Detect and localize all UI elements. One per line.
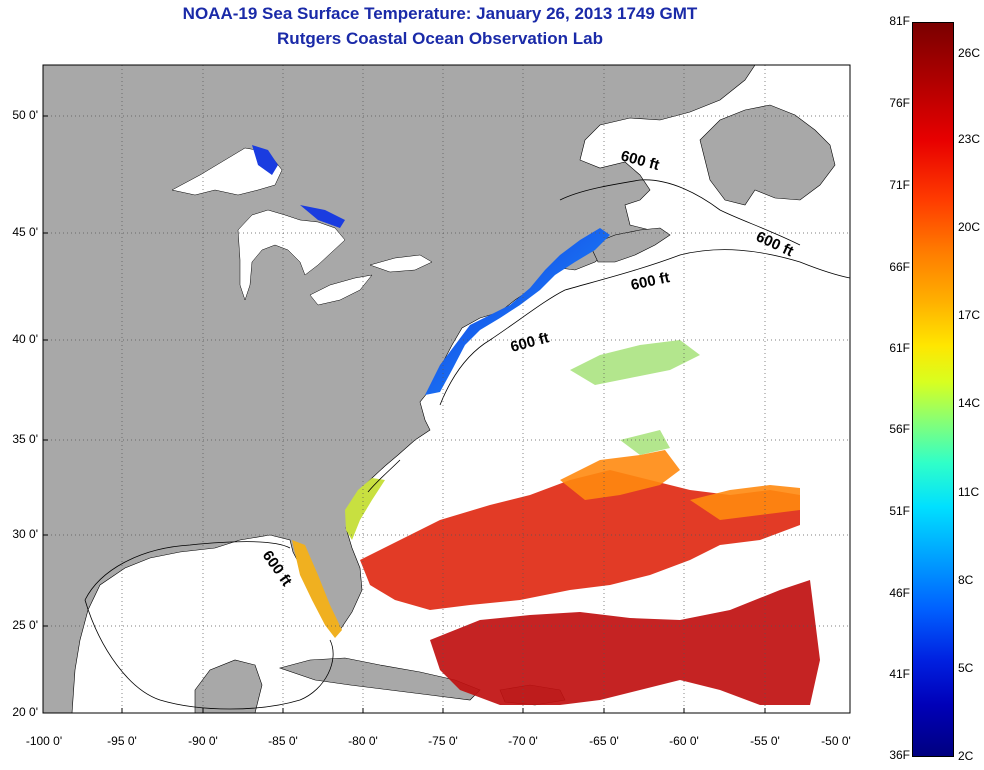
colorbar-f-label: 71F	[889, 178, 910, 192]
colorbar-f-label: 56F	[889, 422, 910, 436]
sst-cold-coastal	[425, 228, 610, 395]
colorbar-f-label: 81F	[889, 14, 910, 28]
colorbar-c-label: 2C	[958, 749, 974, 763]
lon-label: -85 0'	[268, 734, 298, 748]
lat-label: 30 0'	[12, 527, 38, 541]
lat-label: 25 0'	[12, 618, 38, 632]
lon-label: -70 0'	[508, 734, 538, 748]
colorbar-c-label: 14C	[958, 396, 981, 410]
sst-cold-gulf-st-lawrence	[252, 145, 345, 228]
colorbar-c-label: 5C	[958, 661, 974, 675]
colorbar-c-label: 11C	[958, 485, 980, 499]
colorbar-f-label: 66F	[889, 260, 910, 274]
map-border	[42, 64, 851, 714]
land-north-america	[43, 65, 756, 713]
colorbar-f-label: 51F	[889, 504, 910, 518]
isobath-lines	[84, 179, 850, 710]
temperature-colorbar	[912, 22, 954, 757]
axis-ticks	[43, 115, 766, 713]
colorbar-f-label: 46F	[889, 586, 910, 600]
colorbar-f-label: 61F	[889, 341, 910, 355]
lon-label: -100 0'	[25, 734, 63, 748]
lon-label: -55 0'	[750, 734, 780, 748]
lat-label: 40 0'	[12, 332, 38, 346]
lon-label: -75 0'	[428, 734, 458, 748]
sst-patchy-mid	[570, 340, 700, 455]
colorbar-c-label: 23C	[958, 132, 981, 146]
lon-label: -95 0'	[107, 734, 137, 748]
land-yucatan	[194, 659, 263, 713]
grid	[43, 65, 850, 713]
colorbar-f-label: 36F	[889, 748, 910, 762]
sst-warm-region	[360, 470, 800, 610]
lat-label: 20 0'	[12, 705, 38, 719]
sst-orange-band	[560, 450, 800, 520]
lat-label: 35 0'	[12, 432, 38, 446]
lon-label: -90 0'	[188, 734, 218, 748]
land-nova-scotia	[589, 227, 671, 263]
sst-florida-shelf	[292, 540, 342, 638]
colorbar-f-label: 41F	[889, 667, 910, 681]
land-newfoundland	[699, 104, 836, 206]
sst-carolina-shelf	[345, 478, 385, 540]
lat-label: 50 0'	[12, 108, 38, 122]
sst-south-warm	[430, 580, 820, 705]
lon-label: -80 0'	[348, 734, 378, 748]
colorbar-f-label: 76F	[889, 96, 910, 110]
colorbar-c-label: 8C	[958, 573, 974, 587]
colorbar-c-label: 17C	[958, 308, 981, 322]
lon-label: -50 0'	[821, 734, 851, 748]
lon-label: -60 0'	[669, 734, 699, 748]
lon-label: -65 0'	[589, 734, 619, 748]
lat-label: 45 0'	[12, 225, 38, 239]
great-lakes	[171, 147, 433, 306]
map-title: NOAA-19 Sea Surface Temperature: January…	[182, 4, 698, 23]
map-subtitle: Rutgers Coastal Ocean Observation Lab	[277, 29, 603, 48]
colorbar-c-label: 26C	[958, 46, 981, 60]
colorbar-c-label: 20C	[958, 220, 981, 234]
